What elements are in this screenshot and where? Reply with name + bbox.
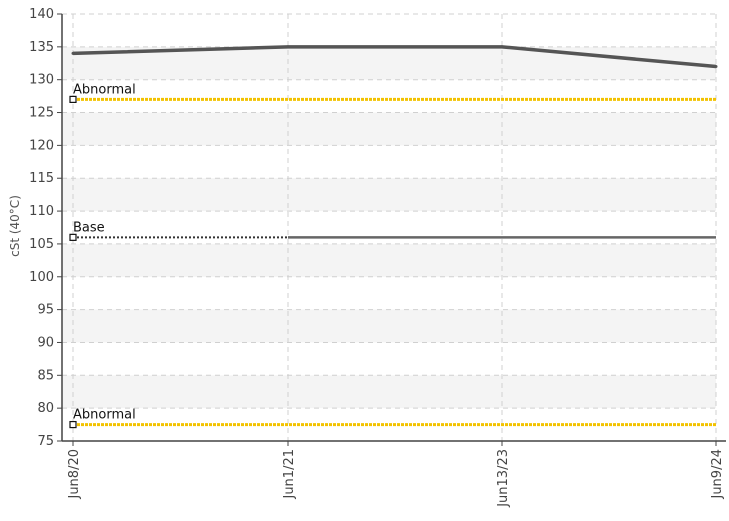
- y-tick-label: 130: [29, 73, 54, 88]
- grid-band: [62, 46, 716, 80]
- reference-line-label: Abnormal: [73, 82, 136, 97]
- data-series: [71, 45, 718, 69]
- y-tick-label: 125: [29, 106, 54, 121]
- reference-marker: [69, 233, 77, 241]
- y-tick-label: 100: [29, 270, 54, 285]
- y-tick-label: 120: [29, 138, 54, 153]
- y-tick-labels: 75 80 85 90 95 100 105 110 115 120 125 130 135 140: [29, 7, 54, 449]
- x-tick-labels: Jun8/20 Jun1/21 Jun13/23 Jun9/24: [67, 449, 725, 508]
- x-tick-label: Jun9/24: [710, 449, 725, 500]
- x-tick-label: Jun1/21: [282, 449, 297, 500]
- axes: [57, 13, 726, 446]
- grid-lines: [62, 13, 717, 441]
- reference-marker: [69, 95, 77, 104]
- grid-band: [62, 243, 716, 277]
- y-tick-label: 90: [37, 335, 54, 350]
- reference-lines: Abnormal Base Abnormal: [69, 82, 716, 429]
- grid-band: [62, 375, 716, 409]
- reference-line-label: Abnormal: [73, 408, 136, 423]
- background-bands: [62, 46, 716, 409]
- series-line: [72, 45, 717, 69]
- series-point: [500, 45, 504, 49]
- reference-line-label: Base: [73, 220, 105, 235]
- y-axis-label: cSt (40°C): [8, 195, 22, 257]
- x-tick-label: Jun8/20: [67, 449, 82, 500]
- y-tick-label: 75: [37, 434, 54, 449]
- y-tick-label: 95: [37, 303, 54, 318]
- grid-band: [62, 309, 716, 343]
- series-point: [286, 45, 290, 49]
- y-tick-label: 115: [29, 171, 54, 186]
- y-tick-label: 85: [37, 368, 54, 383]
- grid-band: [62, 178, 716, 212]
- x-tick-label: Jun13/23: [496, 449, 511, 508]
- series-point: [71, 51, 75, 55]
- y-tick-label: 140: [29, 7, 54, 22]
- y-tick-label: 135: [29, 40, 54, 55]
- y-tick-label: 105: [29, 237, 54, 252]
- grid-band: [62, 112, 716, 146]
- y-tick-label: 80: [37, 401, 54, 416]
- y-tick-label: 110: [29, 204, 54, 219]
- reference-marker: [69, 420, 77, 429]
- series-point: [714, 65, 718, 69]
